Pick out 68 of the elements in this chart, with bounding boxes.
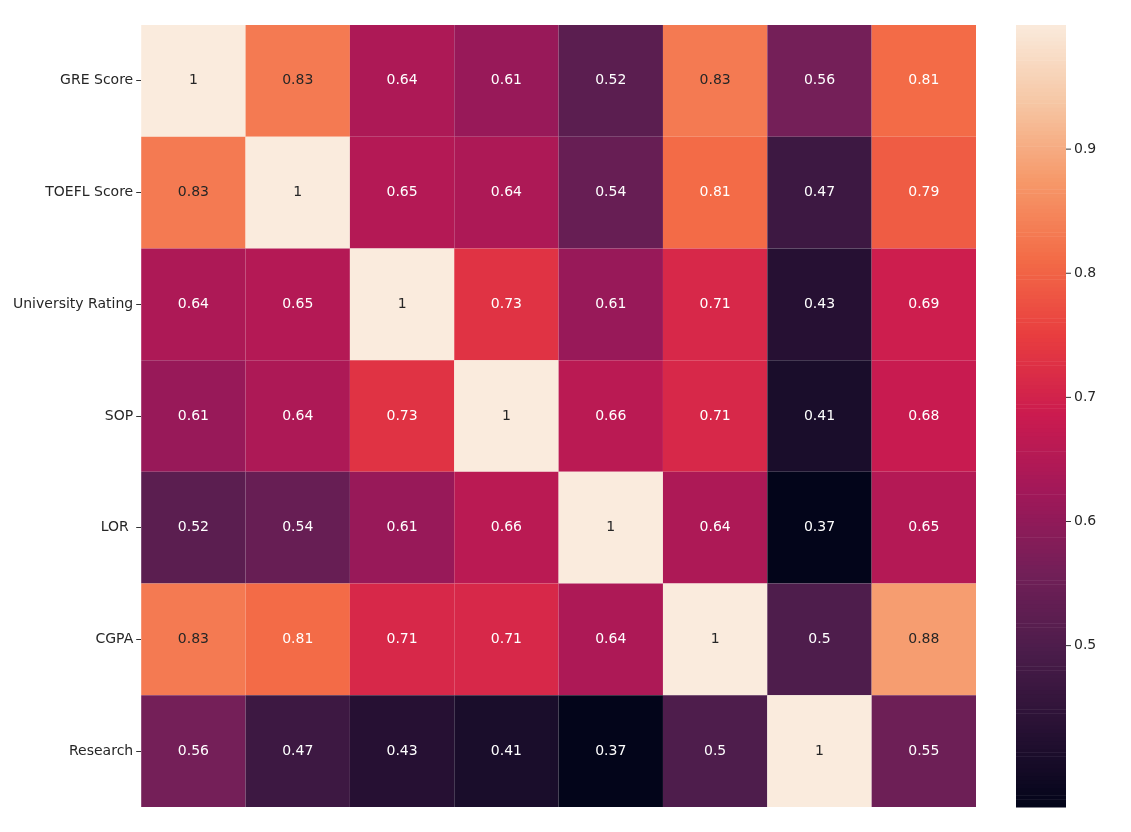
data-label: 0.61 [490, 71, 523, 88]
data-label: 0.43 [386, 741, 418, 758]
data-label: 0.83 [177, 183, 209, 200]
color-bar-label: 0.9 [1074, 139, 1097, 156]
data-label: 1 [397, 294, 407, 311]
y-tick-label: LOR [100, 518, 134, 535]
data-label: 0.65 [386, 183, 418, 200]
data-label: 0.47 [282, 741, 314, 758]
data-label: 0.5 [704, 741, 727, 758]
data-label: 0.71 [699, 294, 731, 311]
data-label: 0.52 [595, 71, 627, 88]
data-label: 0.69 [908, 294, 940, 311]
data-label: 1 [188, 71, 198, 88]
data-label: 0.61 [177, 406, 209, 423]
data-label: 0.66 [595, 406, 627, 423]
data-label: 0.81 [908, 71, 940, 88]
data-label: 0.71 [699, 406, 731, 423]
data-label: 0.83 [177, 630, 209, 647]
data-label: 1 [815, 741, 824, 758]
y-tick-label: TOEFL Score [44, 183, 134, 200]
data-label: 0.81 [699, 183, 731, 200]
data-label: 0.54 [282, 518, 314, 535]
data-label: 0.61 [386, 518, 418, 535]
data-label: 1 [606, 518, 616, 535]
color-bar-label: 0.8 [1074, 263, 1097, 280]
data-label: 0.83 [282, 71, 314, 88]
color-bar-label: 0.5 [1074, 636, 1097, 653]
data-label: 1 [710, 630, 720, 647]
color-bar-label: 0.7 [1074, 388, 1097, 405]
data-label: 0.65 [282, 294, 314, 311]
y-tick-label: Research [68, 741, 134, 758]
y-tick-label: CGPA [95, 630, 134, 647]
data-label: 0.5 [808, 630, 831, 647]
data-label: 0.37 [595, 741, 627, 758]
data-label: 0.55 [908, 741, 940, 758]
data-label: 0.81 [282, 630, 314, 647]
data-label: 0.71 [386, 630, 418, 647]
data-label: 0.66 [490, 518, 523, 535]
data-label: 0.64 [595, 630, 627, 647]
data-label: 0.64 [282, 406, 314, 423]
data-label: 0.83 [699, 71, 731, 88]
data-label: 0.64 [177, 294, 210, 311]
data-label: 1 [293, 183, 303, 200]
data-label: 0.56 [803, 71, 836, 88]
data-label: 0.52 [177, 518, 209, 535]
data-label: 0.41 [803, 406, 836, 423]
data-label: 0.56 [177, 741, 210, 758]
y-tick-label: University Rating [12, 294, 134, 311]
y-tick-label: SOP [104, 406, 134, 423]
data-label: 0.68 [908, 406, 940, 423]
data-label: 0.64 [699, 518, 731, 535]
data-label: 1 [501, 406, 511, 423]
color-bar-label: 0.6 [1074, 512, 1097, 529]
data-label: 0.37 [803, 518, 836, 535]
data-label: 0.79 [908, 183, 940, 200]
data-label: 0.47 [803, 183, 836, 200]
data-label: 0.71 [490, 630, 523, 647]
data-label: 0.73 [490, 294, 523, 311]
data-label: 0.54 [595, 183, 627, 200]
data-label: 0.64 [490, 183, 523, 200]
data-label: 0.41 [490, 741, 523, 758]
data-label: 0.88 [908, 630, 940, 647]
data-label: 0.73 [386, 406, 418, 423]
y-tick-label: GRE Score [60, 71, 134, 88]
data-label: 0.61 [595, 294, 627, 311]
data-label: 0.64 [386, 71, 418, 88]
data-label: 0.43 [803, 294, 836, 311]
data-label: 0.65 [908, 518, 940, 535]
